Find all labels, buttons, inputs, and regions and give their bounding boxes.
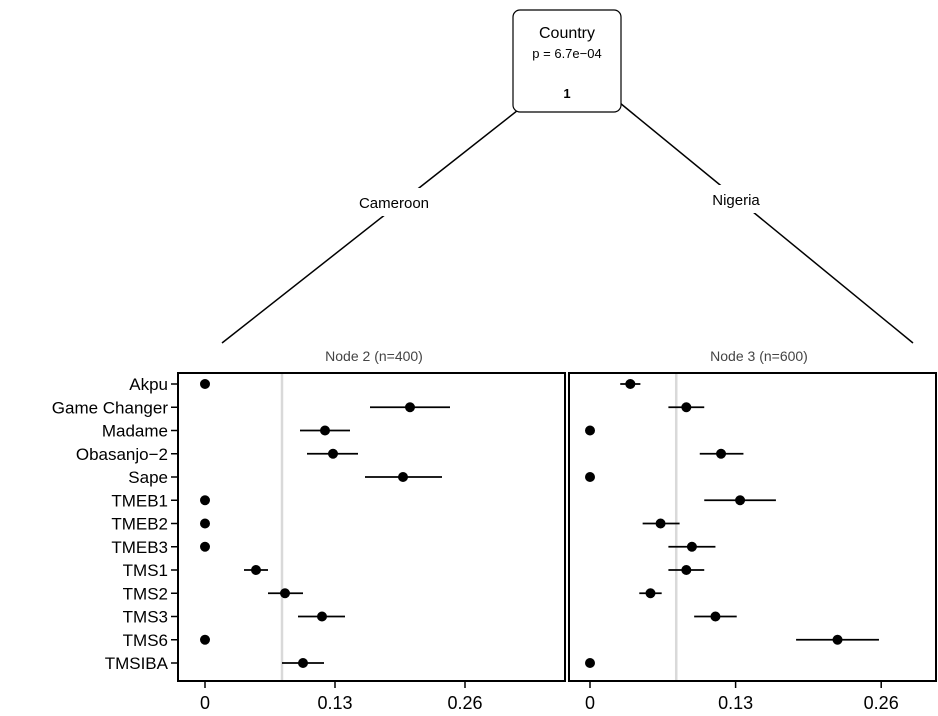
data-point: [716, 448, 727, 459]
panel-node-2: 0 0.13 0.26: [177, 372, 566, 713]
x-tick-label: 0: [585, 693, 595, 713]
data-point: [832, 634, 843, 645]
split-variable: Country: [539, 25, 595, 42]
data-point: [328, 448, 338, 459]
panel-node-3: 0 0.13 0.26: [568, 372, 937, 713]
panel-title-node-3: Node 3 (n=600): [710, 348, 808, 364]
x-tick-label: 0: [200, 693, 210, 713]
split-node-id: 1: [563, 86, 570, 101]
data-point: [585, 658, 595, 668]
y-tick-label: TMS1: [123, 561, 168, 580]
y-tick-label: Obasanjo−2: [76, 445, 168, 464]
data-point: [625, 379, 636, 389]
y-tick-label: TMSIBA: [105, 654, 169, 673]
data-point: [681, 565, 692, 575]
x-tick-label: 0.26: [864, 693, 899, 713]
data-point: [735, 495, 746, 506]
edge-label-left-bg: [340, 188, 446, 216]
y-tick-label: Madame: [102, 422, 168, 441]
y-tick-label: TMEB2: [111, 515, 168, 534]
edge-label-right-bg: [696, 185, 780, 213]
panel-frame: [568, 372, 937, 682]
y-tick-label: Akpu: [129, 375, 168, 394]
data-point: [200, 518, 210, 529]
panel-frame: [177, 372, 566, 682]
data-point: [200, 495, 210, 506]
data-point: [200, 379, 210, 389]
y-axis: Akpu Game Changer Madame Obasanjo−2 Sape TMEB…: [52, 375, 178, 673]
data-point: [405, 402, 415, 413]
data-point: [681, 402, 692, 413]
data-point: [298, 658, 308, 668]
y-tick-label: TMEB3: [111, 538, 168, 557]
data-point: [710, 611, 721, 622]
data-point: [320, 425, 330, 436]
y-tick-label: Game Changer: [52, 398, 169, 417]
y-tick-label: TMS6: [123, 631, 168, 650]
data-point: [686, 541, 697, 552]
data-point: [398, 472, 408, 482]
edge-label-left: Cameroon: [359, 195, 429, 212]
split-pvalue: p = 6.7e−04: [532, 46, 601, 61]
y-tick-label: Sape: [128, 468, 168, 487]
y-tick-label: TMS3: [123, 608, 168, 627]
data-point: [585, 425, 595, 436]
panel-title-node-2: Node 2 (n=400): [325, 348, 423, 364]
data-point: [251, 565, 261, 575]
data-point: [317, 611, 327, 622]
y-tick-label: TMEB1: [111, 491, 168, 510]
data-point: [585, 472, 595, 482]
data-point: [280, 588, 290, 599]
edge-line-left: [221, 102, 528, 344]
data-point: [200, 541, 210, 552]
y-tick-label: TMS2: [123, 584, 168, 603]
x-tick-label: 0.13: [317, 693, 352, 713]
x-tick-label: 0.13: [718, 693, 753, 713]
x-tick-label: 0.26: [447, 693, 482, 713]
edge-label-right: Nigeria: [712, 192, 760, 209]
split-node-box: [512, 9, 622, 113]
data-point: [200, 634, 210, 645]
edge-line-right: [619, 102, 914, 344]
data-point: [645, 588, 656, 599]
data-point: [655, 518, 666, 529]
